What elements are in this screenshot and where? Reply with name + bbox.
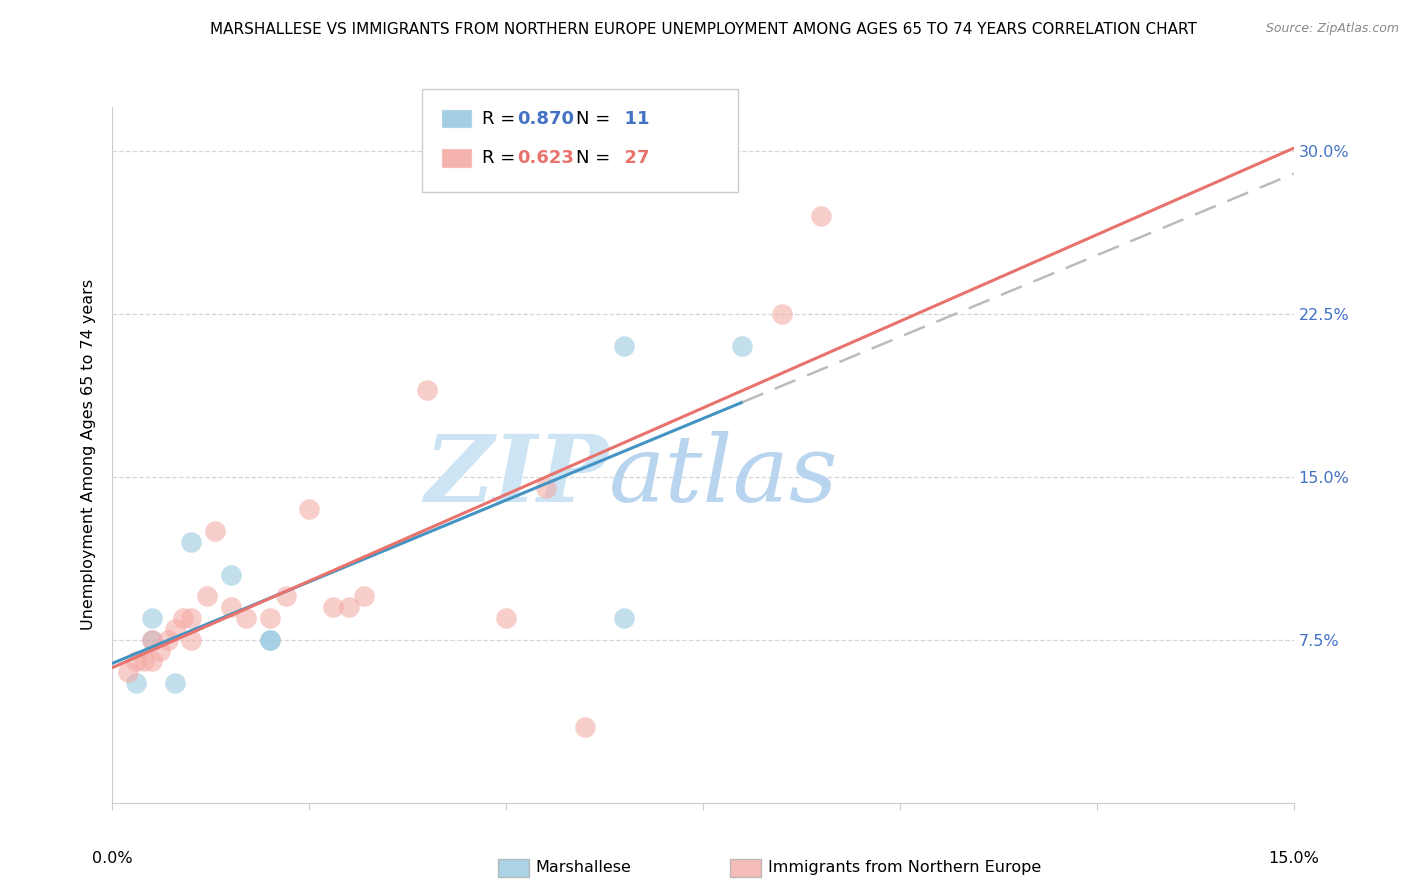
Point [219, 567, 242, 582]
Text: 27: 27 [612, 149, 650, 167]
Point [770, 307, 793, 321]
Point [165, 676, 187, 690]
Text: Source: ZipAtlas.com: Source: ZipAtlas.com [1265, 22, 1399, 36]
Point [117, 665, 139, 680]
Point [219, 600, 242, 615]
Point [613, 339, 636, 353]
Point [574, 720, 596, 734]
Point [810, 209, 832, 223]
Text: atlas: atlas [609, 431, 838, 521]
Text: MARSHALLESE VS IMMIGRANTS FROM NORTHERN EUROPE UNEMPLOYMENT AMONG AGES 65 TO 74 : MARSHALLESE VS IMMIGRANTS FROM NORTHERN … [209, 22, 1197, 37]
Point [337, 600, 360, 615]
Point [613, 611, 636, 625]
Point [259, 611, 281, 625]
Point [141, 611, 163, 625]
Text: ZIP: ZIP [425, 431, 609, 521]
Point [141, 632, 163, 647]
Point [259, 632, 281, 647]
Point [132, 655, 155, 669]
Text: 15.0%: 15.0% [1268, 851, 1319, 865]
Point [298, 502, 321, 516]
Text: N =: N = [576, 149, 616, 167]
Point [141, 655, 163, 669]
Point [180, 632, 202, 647]
Point [353, 589, 375, 603]
Text: Immigrants from Northern Europe: Immigrants from Northern Europe [768, 860, 1040, 874]
Point [534, 481, 557, 495]
Point [322, 600, 344, 615]
Point [149, 643, 172, 657]
Point [274, 589, 297, 603]
Text: N =: N = [576, 110, 616, 128]
Text: 0.623: 0.623 [517, 149, 574, 167]
Point [495, 611, 517, 625]
Point [416, 383, 439, 397]
Point [125, 676, 148, 690]
Point [172, 611, 194, 625]
Text: 0.0%: 0.0% [93, 851, 132, 865]
Point [141, 632, 163, 647]
Point [156, 632, 179, 647]
Point [180, 611, 202, 625]
Point [259, 632, 281, 647]
Point [235, 611, 257, 625]
Text: R =: R = [482, 149, 522, 167]
Text: 0.870: 0.870 [517, 110, 575, 128]
Point [125, 655, 148, 669]
Point [195, 589, 218, 603]
Text: 11: 11 [612, 110, 650, 128]
Point [165, 622, 187, 636]
Text: Marshallese: Marshallese [536, 860, 631, 874]
Y-axis label: Unemployment Among Ages 65 to 74 years: Unemployment Among Ages 65 to 74 years [80, 279, 96, 631]
Point [204, 524, 226, 538]
Text: R =: R = [482, 110, 522, 128]
Point [180, 535, 202, 549]
Point [731, 339, 754, 353]
